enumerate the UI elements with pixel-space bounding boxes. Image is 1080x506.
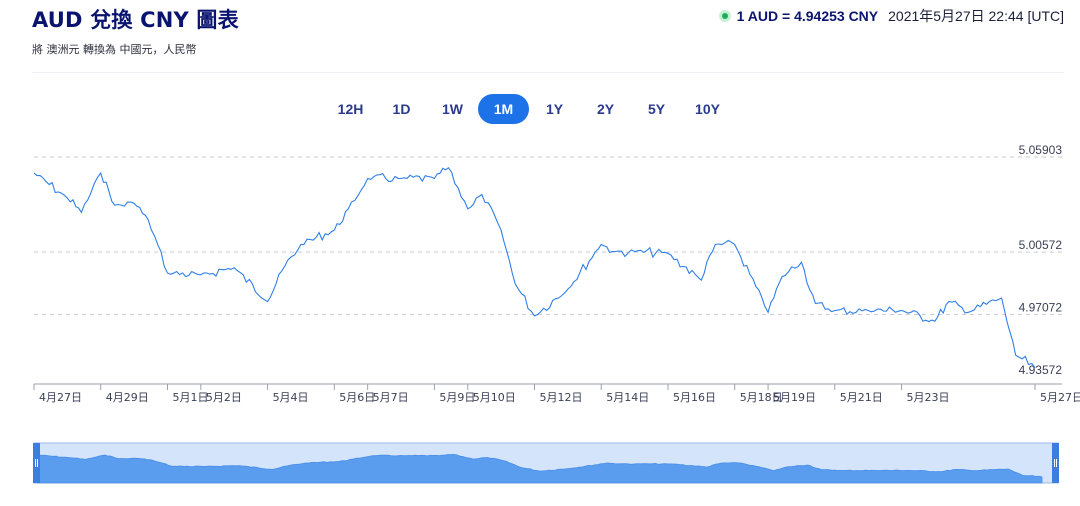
x-tick-label: 5月21日 [840, 391, 883, 404]
live-status-icon [718, 10, 731, 22]
navigator-right-handle[interactable] [1052, 443, 1059, 483]
x-tick-label: 5月12日 [539, 391, 582, 404]
x-tick-label: 5月23日 [907, 391, 950, 404]
tab-10y[interactable]: 10Y [695, 101, 720, 117]
navigator-left-handle[interactable] [33, 443, 40, 483]
y-tick-label: 4.97072 [1019, 301, 1063, 315]
x-tick-label: 5月18日 [740, 391, 783, 404]
x-tick-label: 5月9日 [439, 391, 475, 404]
tab-1w[interactable]: 1W [442, 101, 463, 117]
x-tick-label: 5月27日 [1040, 391, 1080, 404]
x-tick-label: 5月7日 [373, 391, 409, 404]
x-tick-label: 5月10日 [473, 391, 516, 404]
x-tick-label: 5月4日 [273, 391, 309, 404]
tab-5y[interactable]: 5Y [647, 101, 666, 117]
rate-value: 1 AUD = 4.94253 CNY [736, 8, 879, 24]
x-tick-label: 5月16日 [673, 391, 716, 404]
tab-12h[interactable]: 12H [337, 101, 364, 117]
page-title: AUD 兌換 CNY 圖表 [32, 8, 239, 32]
x-tick-label: 4月29日 [106, 391, 149, 404]
x-tick-label: 5月1日 [172, 391, 208, 404]
tab-2y[interactable]: 2Y [596, 101, 615, 117]
x-tick-label: 5月14日 [606, 391, 649, 404]
y-tick-label: 4.93572 [1019, 363, 1063, 377]
tab-1y[interactable]: 1Y [545, 101, 564, 117]
live-rate: 1 AUD = 4.94253 CNY 2021年5月27日 22:44 [UT… [718, 6, 1064, 26]
rate-timestamp: 2021年5月27日 22:44 [UTC] [888, 8, 1064, 24]
y-tick-label: 5.00572 [1019, 238, 1063, 252]
page-subtitle: 將 澳洲元 轉換為 中國元，人民幣 [32, 43, 197, 56]
x-tick-label: 5月19日 [773, 391, 816, 404]
time-range-tabs: 12H 1D 1W 1M 1Y 2Y 5Y 10Y [0, 94, 1080, 124]
x-tick-label: 5月6日 [339, 391, 375, 404]
header-divider [32, 72, 1064, 73]
tab-1d[interactable]: 1D [392, 101, 411, 117]
navigator-area [37, 453, 1043, 484]
x-tick-label: 4月27日 [39, 391, 82, 404]
rate-series-line[interactable] [33, 167, 1036, 368]
y-tick-label: 5.05903 [1019, 143, 1063, 157]
tab-1m[interactable]: 1M [478, 94, 529, 124]
x-tick-label: 5月2日 [206, 391, 242, 404]
